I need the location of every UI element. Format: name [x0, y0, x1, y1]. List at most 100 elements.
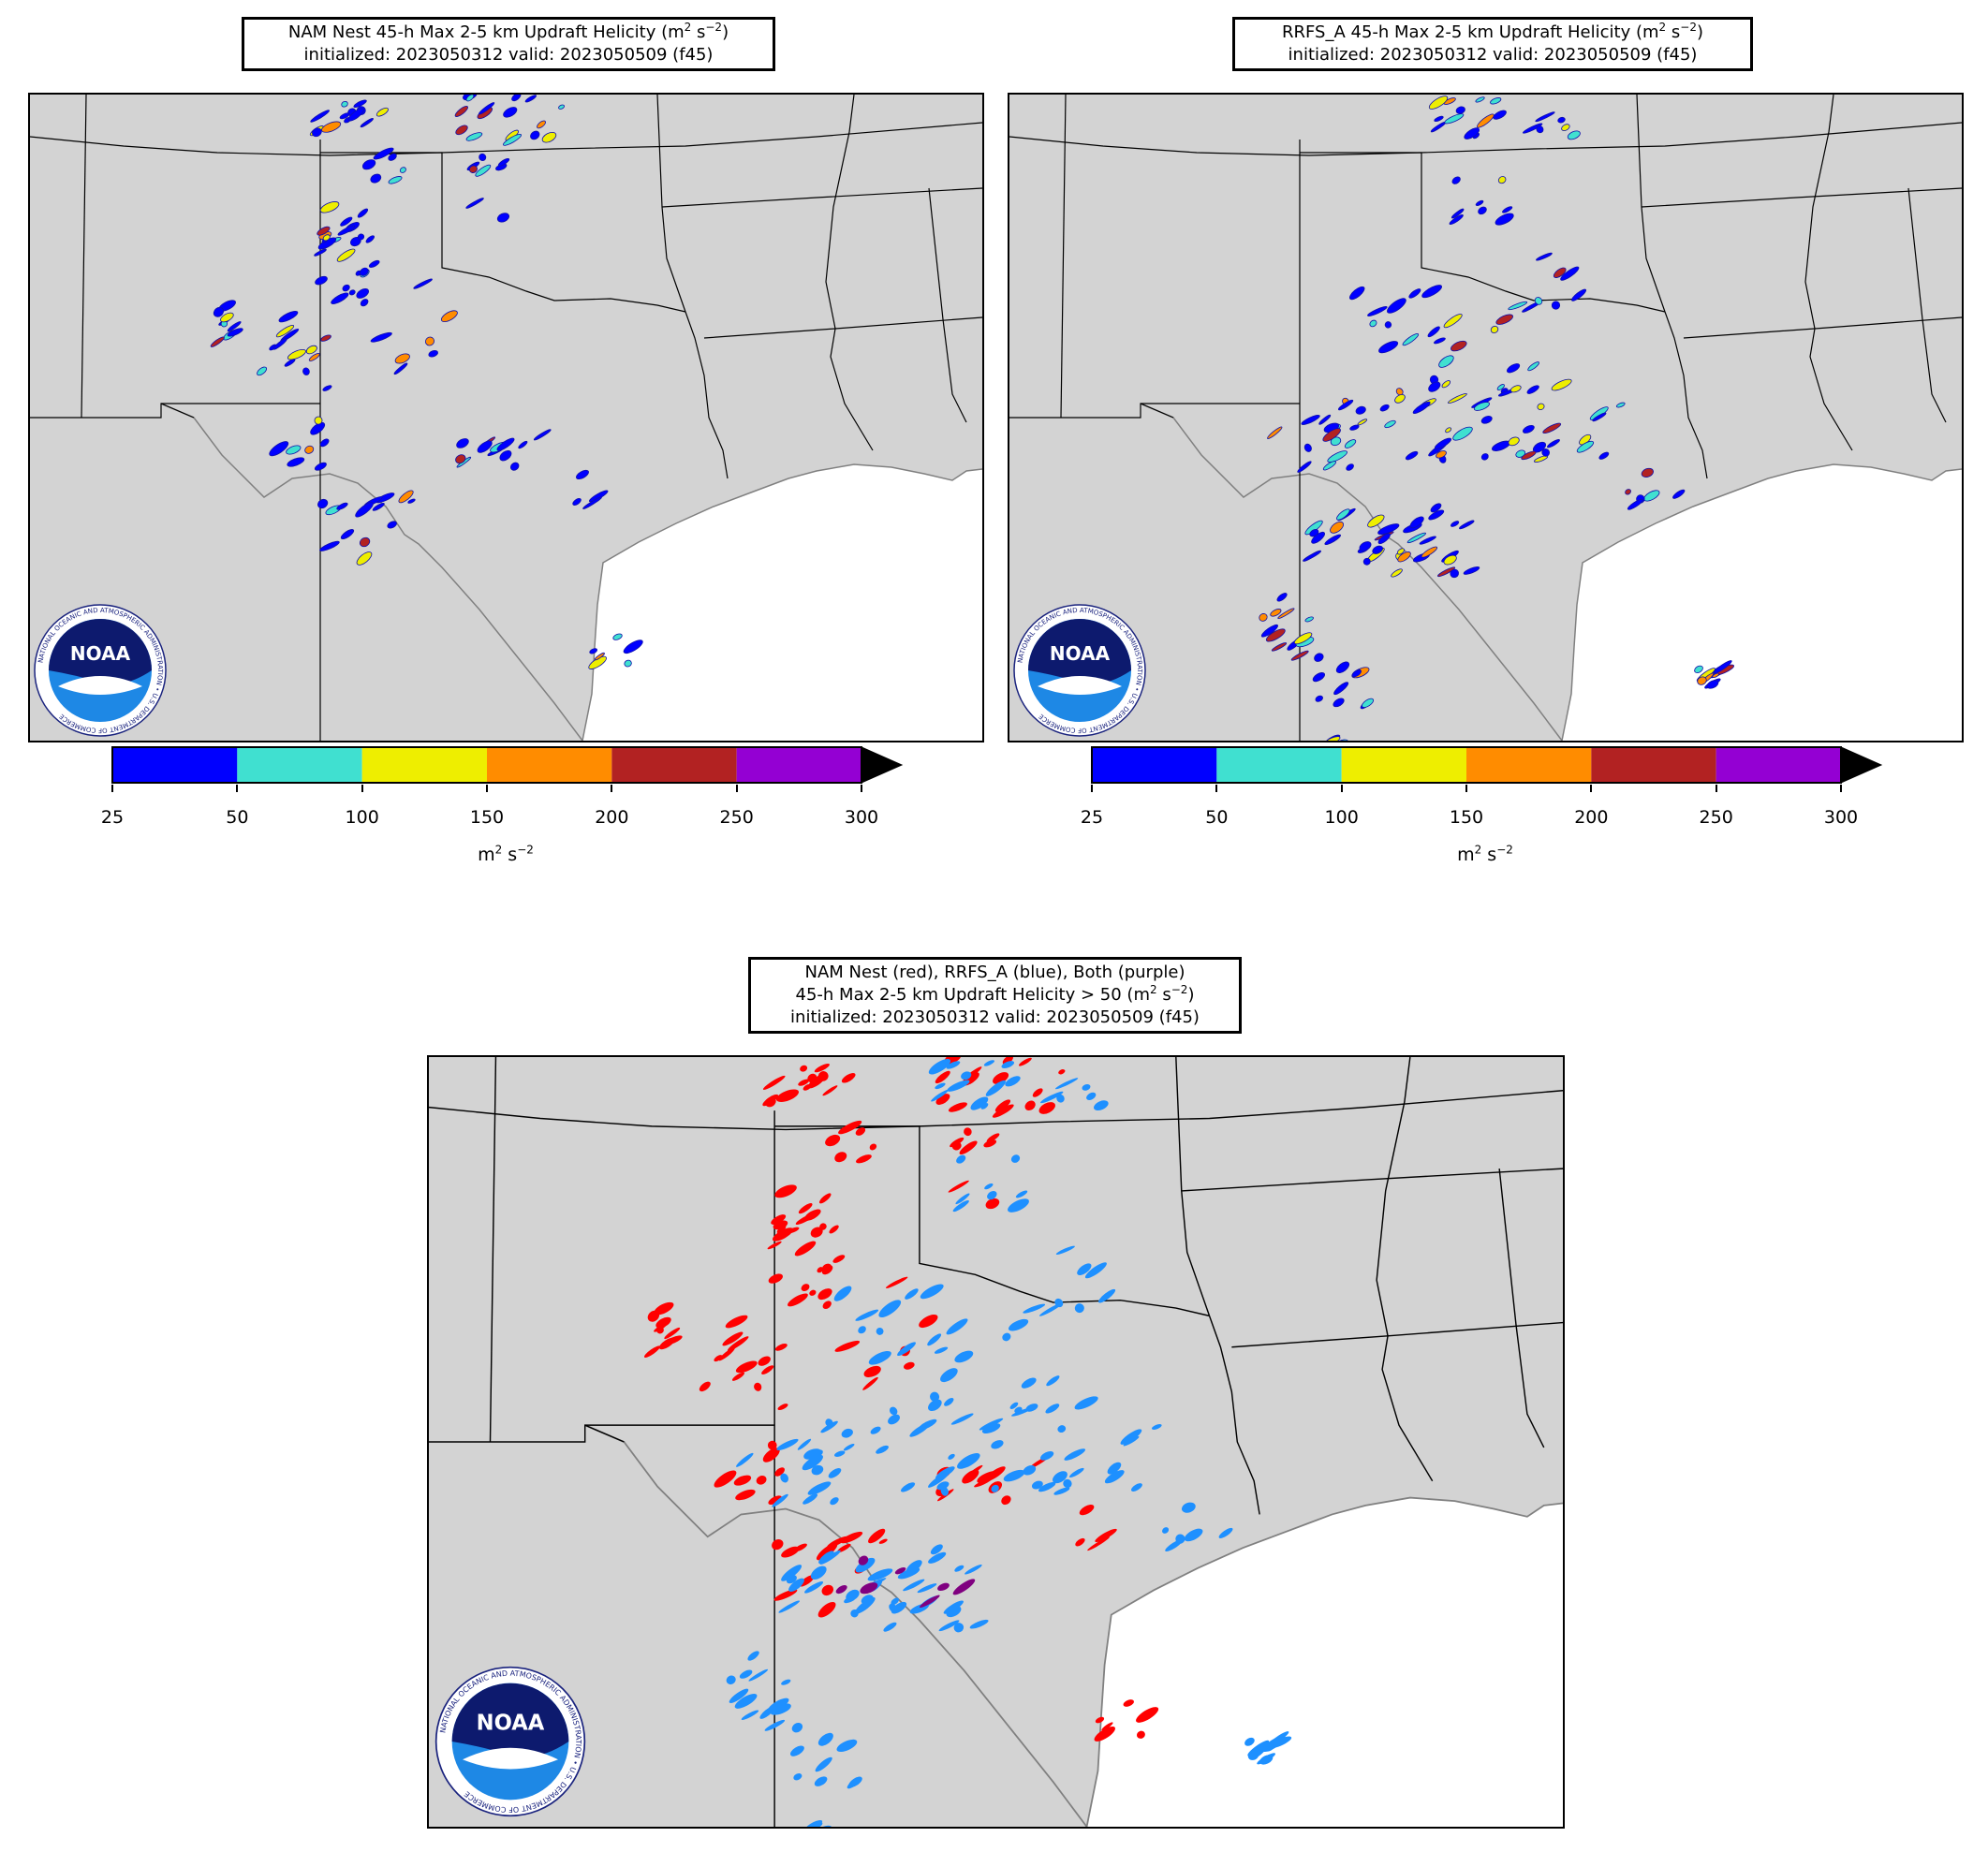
rrfs-exceed-storm-cell	[1001, 1061, 1015, 1068]
rrfs-storm-cell	[1330, 521, 1345, 534]
rrfs-exceed-storm-cell	[848, 1776, 862, 1787]
nam-exceed-storm-cell	[799, 1575, 815, 1587]
rrfs-storm-cell	[1450, 568, 1460, 579]
rrfs-storm-cell	[1412, 401, 1431, 414]
nam-exceed-storm-cell	[714, 1470, 737, 1488]
rrfs-exceed-storm-cell	[928, 1399, 942, 1412]
rrfs-storm-cell	[1336, 508, 1350, 521]
rrfs-exceed-storm-cell	[802, 1454, 823, 1471]
nam-exceed-storm-cell	[1095, 1528, 1117, 1543]
nam-colorbar	[110, 745, 906, 784]
colorbar-extend-arrow	[1840, 746, 1883, 784]
nam-storm-cell	[425, 336, 435, 346]
rrfs-exceed-storm-cell	[739, 1669, 753, 1679]
nam-exceed-storm-cell	[817, 1288, 832, 1301]
rrfs-exceed-storm-cell	[814, 1776, 828, 1786]
rrfs-storm-cell	[1464, 127, 1480, 140]
rrfs-storm-cell	[1625, 489, 1631, 495]
nam-exceed-storm-cell	[1101, 1722, 1113, 1731]
nam-exceed-storm-cell	[768, 1495, 782, 1506]
state-border	[1907, 187, 1947, 423]
nam-storm-cell	[353, 99, 367, 109]
state-border	[1641, 187, 1962, 208]
rrfs-storm-cell	[1430, 503, 1442, 513]
nam-storm-cell	[499, 449, 512, 462]
nam-storm-cell	[623, 639, 643, 654]
nam-exceed-storm-cell	[727, 1336, 749, 1351]
nam-exceed-storm-cell	[1038, 1102, 1055, 1114]
rrfs-exceed-storm-cell	[804, 1580, 824, 1594]
rrfs-storm-cell	[1443, 554, 1457, 566]
colorbar-tick-label: 100	[345, 807, 379, 828]
rrfs-storm-cell	[1391, 568, 1403, 578]
rrfs-exceed-storm-cell	[987, 1190, 997, 1200]
rrfs-storm-cell	[1534, 455, 1549, 463]
rrfs-exceed-storm-cell	[883, 1622, 897, 1632]
rrfs-exceed-storm-cell	[991, 1440, 1004, 1449]
nam-exceed-storm-cell	[904, 1361, 915, 1370]
compare-map-svg	[429, 1057, 1563, 1827]
nam-exceed-storm-cell	[1019, 1057, 1032, 1066]
rrfs-storm-cell	[1443, 314, 1463, 329]
nam-exceed-storm-cell	[761, 1365, 774, 1374]
rrfs-storm-cell	[1270, 609, 1282, 617]
rrfs-exceed-storm-cell	[903, 1579, 925, 1592]
nam-storm-cell	[305, 345, 317, 355]
colorbar-tick-label: 50	[1205, 807, 1229, 828]
nam-storm-cell	[475, 164, 492, 177]
rrfs-storm-cell	[1508, 436, 1520, 447]
rrfs-storm-cell	[1384, 321, 1392, 329]
rrfs-storm-cell	[1523, 424, 1535, 434]
nam-storm-cell	[321, 121, 342, 133]
colorbar-tick-label: 25	[100, 807, 125, 828]
nam-storm-cell	[308, 353, 320, 361]
nam-exceed-storm-cell	[768, 1273, 783, 1284]
colorbar-segment	[1341, 747, 1466, 783]
nam-exceed-storm-cell	[919, 1314, 938, 1329]
rrfs-storm-cell	[1508, 301, 1528, 311]
rrfs-exceed-storm-cell	[979, 1418, 1004, 1431]
rrfs-storm-cell	[1526, 385, 1539, 394]
rrfs-storm-cell	[1367, 514, 1385, 528]
nam-exceed-storm-cell	[836, 1543, 851, 1553]
rrfs-exceed-storm-cell	[1010, 1154, 1021, 1163]
nam-storm-cell	[320, 334, 331, 342]
nam-storm-cell	[275, 325, 295, 338]
rrfs-exceed-storm-cell	[983, 1060, 995, 1066]
rrfs-storm-cell	[1672, 489, 1686, 499]
rrfs-storm-cell	[1445, 427, 1452, 434]
nam-storm-cell	[388, 153, 397, 161]
rrfs-exceed-storm-cell	[1055, 1078, 1079, 1090]
nam-exceed-storm-cell	[809, 1289, 817, 1296]
rrfs-storm-cell	[1333, 682, 1349, 696]
rrfs-storm-cell	[1297, 461, 1312, 473]
rrfs-storm-cell	[1509, 385, 1522, 393]
nam-exceed-storm-cell	[868, 1528, 886, 1544]
rrfs-exceed-storm-cell	[1266, 1746, 1274, 1752]
nam-exceed-storm-cell	[762, 1075, 786, 1090]
compare-title-line3: initialized: 2023050312 valid: 202305050…	[790, 1007, 1200, 1027]
rrfs-exceed-storm-cell	[1002, 1332, 1011, 1342]
nam-exceed-storm-cell	[948, 1102, 967, 1112]
rrfs-exceed-storm-cell	[906, 1560, 922, 1574]
nam-storm-cell	[319, 438, 330, 448]
nam-exceed-storm-cell	[1136, 1730, 1145, 1739]
rrfs-storm-cell	[1475, 96, 1485, 103]
nam-exceed-storm-cell	[777, 1224, 787, 1231]
nam-storm-cell	[319, 201, 340, 213]
rrfs-exceed-storm-cell	[1009, 1402, 1019, 1409]
state-border	[1498, 1169, 1545, 1448]
rrfs-storm-cell	[1694, 665, 1703, 674]
rrfs-exceed-storm-cell	[747, 1651, 759, 1661]
rrfs-exceed-storm-cell	[791, 1722, 803, 1733]
state-border	[1181, 1168, 1563, 1192]
nam-storm-cell	[398, 490, 414, 504]
rrfs-exceed-storm-cell	[855, 1557, 876, 1573]
nam-storm-cell	[359, 267, 369, 276]
colorbar-tick-label: 150	[1449, 807, 1484, 828]
colorbar-tick-label: 50	[226, 807, 249, 828]
rrfs-storm-cell	[1421, 285, 1443, 299]
rrfs-exceed-storm-cell	[928, 1551, 947, 1564]
rrfs-exceed-storm-cell	[917, 1583, 937, 1594]
rrfs-storm-cell	[1327, 450, 1347, 463]
